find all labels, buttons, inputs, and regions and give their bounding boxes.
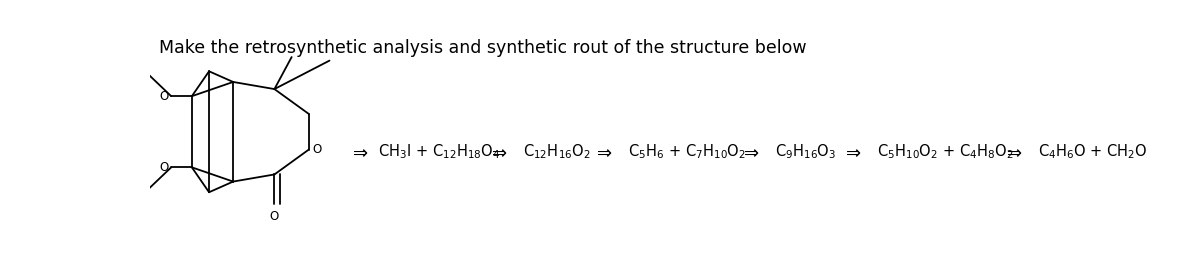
- Text: O: O: [312, 143, 322, 156]
- Text: C$_5$H$_6$ + C$_7$H$_{10}$O$_2$: C$_5$H$_6$ + C$_7$H$_{10}$O$_2$: [628, 142, 746, 161]
- Text: C$_5$H$_{10}$O$_2$ + C$_4$H$_8$O$_2$: C$_5$H$_{10}$O$_2$ + C$_4$H$_8$O$_2$: [877, 142, 1014, 161]
- Text: C$_{12}$H$_{16}$O$_2$: C$_{12}$H$_{16}$O$_2$: [523, 142, 590, 161]
- Text: $\Rightarrow$: $\Rightarrow$: [1003, 142, 1022, 161]
- Text: $\Rightarrow$: $\Rightarrow$: [739, 142, 760, 161]
- Text: Make the retrosynthetic analysis and synthetic rout of the structure below: Make the retrosynthetic analysis and syn…: [160, 39, 806, 57]
- Text: $\Rightarrow$: $\Rightarrow$: [349, 142, 370, 161]
- Text: O: O: [160, 161, 168, 174]
- Text: C$_4$H$_6$O + CH$_2$O: C$_4$H$_6$O + CH$_2$O: [1038, 142, 1147, 161]
- Text: $\Rightarrow$: $\Rightarrow$: [593, 142, 612, 161]
- Text: CH$_3$I + C$_{12}$H$_{18}$O$_4$: CH$_3$I + C$_{12}$H$_{18}$O$_4$: [378, 142, 500, 161]
- Text: $\Rightarrow$: $\Rightarrow$: [842, 142, 862, 161]
- Text: O: O: [160, 90, 168, 103]
- Text: $\Rightarrow$: $\Rightarrow$: [487, 142, 508, 161]
- Text: O: O: [270, 210, 280, 224]
- Text: C$_9$H$_{16}$O$_3$: C$_9$H$_{16}$O$_3$: [775, 142, 836, 161]
